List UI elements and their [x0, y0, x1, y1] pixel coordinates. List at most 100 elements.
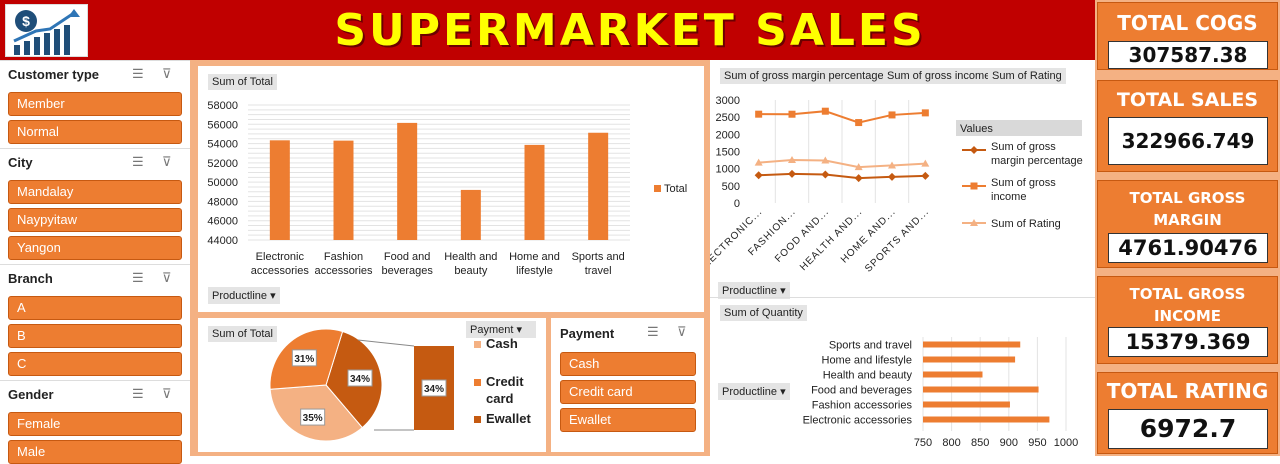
bar[interactable]: [923, 416, 1050, 423]
dropdown-arrow-icon: ▾: [270, 290, 276, 302]
slicer-item[interactable]: Normal: [8, 120, 182, 144]
multi-select-icon[interactable]: ☰: [132, 154, 144, 169]
clear-filter-icon[interactable]: ⊽: [162, 386, 172, 401]
bar[interactable]: [923, 401, 1010, 408]
gross-margin-field-button[interactable]: Sum of gross margin percentage: [720, 68, 888, 84]
header-bar: [0, 0, 1095, 60]
series-line[interactable]: [758, 110, 926, 124]
slicer-item[interactable]: Female: [8, 412, 182, 436]
line-productline-filter-button[interactable]: Productline ▾: [718, 282, 790, 299]
slicer-item[interactable]: Yangon: [8, 236, 182, 260]
gross-income-field-button[interactable]: Sum of gross income: [883, 68, 995, 84]
x-tick-label: SPORTS AND...: [863, 206, 931, 274]
data-point[interactable]: [855, 119, 863, 127]
clear-filter-icon[interactable]: ⊽: [162, 154, 172, 169]
slicer-item[interactable]: C: [8, 352, 182, 376]
data-point[interactable]: [921, 171, 930, 180]
kpi-card: TOTAL GROSS INCOME 15379.369: [1097, 276, 1278, 364]
data-point[interactable]: [754, 171, 763, 180]
data-point[interactable]: [821, 107, 829, 115]
series-line[interactable]: [758, 172, 926, 180]
legend-marker: [970, 182, 978, 190]
rating-field-button[interactable]: Sum of Rating: [988, 68, 1066, 84]
clear-filter-icon[interactable]: ⊽: [677, 324, 687, 339]
y-tick-label: 3000: [716, 95, 740, 107]
slicer-item[interactable]: Male: [8, 440, 182, 464]
clear-filter-icon[interactable]: ⊽: [162, 66, 172, 81]
x-tick-label: 750: [914, 437, 932, 449]
multi-select-icon[interactable]: ☰: [132, 386, 144, 401]
bar[interactable]: [923, 341, 1021, 348]
connector-line: [357, 339, 415, 347]
data-point[interactable]: [888, 161, 896, 169]
bar[interactable]: [923, 356, 1016, 363]
bar[interactable]: [460, 189, 481, 240]
series-line[interactable]: [758, 159, 926, 169]
data-point[interactable]: [788, 110, 796, 118]
y-tick-label: 50000: [207, 177, 238, 189]
slicer-title: Branch: [8, 271, 53, 286]
sum-of-quantity-field-button[interactable]: Sum of Quantity: [720, 305, 807, 321]
legend-marker: [970, 219, 978, 226]
slicer-item[interactable]: Naypyitaw: [8, 208, 182, 232]
money-bag-growth-logo: $: [5, 4, 88, 57]
clear-filter-icon[interactable]: ⊽: [162, 270, 172, 285]
x-tick-label: 1000: [1054, 437, 1078, 449]
data-point[interactable]: [754, 158, 763, 166]
y-tick-label: 54000: [207, 139, 238, 151]
legend-label: Sum of gross income: [991, 177, 1056, 203]
slicer-2-header: Branch ☰ ⊽: [0, 264, 190, 290]
bar[interactable]: [269, 140, 290, 240]
kpi-value: 15379.369: [1108, 327, 1268, 357]
data-point[interactable]: [821, 170, 830, 179]
multi-select-icon[interactable]: ☰: [132, 270, 144, 285]
slicer-item[interactable]: Mandalay: [8, 180, 182, 204]
slicer-title: Gender: [8, 387, 54, 402]
kpi-title: TOTAL GROSS INCOME: [1129, 285, 1246, 325]
data-point[interactable]: [788, 169, 796, 178]
multi-select-icon[interactable]: ☰: [132, 66, 144, 81]
x-tick-label: Sports and travel: [572, 251, 625, 277]
sum-of-total-field-button[interactable]: Sum of Total: [208, 74, 277, 90]
payment-slicer-item[interactable]: Credit card: [560, 380, 696, 404]
dropdown-arrow-icon: ▾: [516, 324, 523, 336]
data-point[interactable]: [888, 111, 896, 119]
bar[interactable]: [588, 132, 609, 240]
bar[interactable]: [397, 122, 418, 240]
bar[interactable]: [524, 144, 545, 240]
kpi-title: TOTAL SALES: [1116, 89, 1259, 111]
data-label: 31%: [294, 354, 314, 365]
data-point[interactable]: [854, 174, 863, 183]
data-point[interactable]: [921, 109, 929, 117]
data-point[interactable]: [755, 110, 763, 118]
data-point[interactable]: [921, 159, 930, 167]
quantity-productline-filter-button[interactable]: Productline ▾: [718, 383, 790, 400]
y-tick-label: Food and beverages: [811, 385, 912, 397]
multi-select-icon[interactable]: ☰: [647, 324, 659, 339]
slicer-item[interactable]: Member: [8, 92, 182, 116]
dropdown-arrow-icon: ▾: [780, 285, 786, 297]
x-tick-label: 850: [971, 437, 989, 449]
data-point[interactable]: [888, 172, 896, 181]
payment-pie-chart: Sum of Total 34% 35% 31% 34% Cash Credit card E…: [198, 318, 546, 452]
y-tick-label: 500: [722, 181, 740, 193]
payment-slicer: Payment ☰ ⊽ Cash Credit card Ewallet: [551, 318, 704, 452]
slicer-item[interactable]: A: [8, 296, 182, 320]
legend-label: Credit card: [486, 374, 524, 406]
bar[interactable]: [923, 371, 983, 378]
bar[interactable]: [333, 140, 354, 240]
slicer-1-header: City ☰ ⊽: [0, 148, 190, 174]
payment-slicer-item[interactable]: Ewallet: [560, 408, 696, 432]
pie-sum-of-total-field-button[interactable]: Sum of Total: [208, 326, 277, 342]
slicer-item[interactable]: B: [8, 324, 182, 348]
bar[interactable]: [923, 386, 1039, 393]
data-label: 35%: [303, 413, 323, 424]
data-point[interactable]: [788, 156, 796, 164]
y-tick-label: Sports and travel: [829, 340, 912, 352]
data-point[interactable]: [854, 163, 863, 171]
productline-filter-button[interactable]: Productline ▾: [208, 287, 280, 304]
payment-slicer-item[interactable]: Cash: [560, 352, 696, 376]
kpi-value: 322966.749: [1108, 117, 1268, 165]
data-point[interactable]: [821, 156, 830, 164]
payment-filter-button[interactable]: Payment ▾: [466, 321, 536, 338]
